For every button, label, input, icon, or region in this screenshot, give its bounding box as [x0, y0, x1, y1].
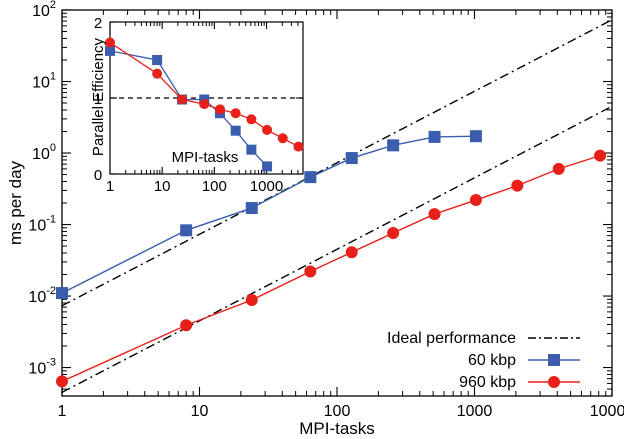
inset-y-tick-label: 2 — [94, 15, 102, 32]
data-point-circle — [304, 265, 317, 278]
data-point-circle — [387, 227, 400, 240]
data-point-circle — [594, 149, 607, 162]
inset-data-point-square — [105, 45, 115, 56]
data-point-circle — [180, 319, 193, 332]
legend-marker-circle — [548, 376, 560, 388]
inset-data-point-square — [262, 161, 273, 172]
inset-axis-ticks — [109, 21, 304, 175]
inset-data-point-square — [230, 125, 241, 136]
inset-data-point-square — [246, 144, 257, 155]
inset-x-tick-label: 10 — [154, 178, 171, 195]
main-series-group — [56, 19, 613, 393]
inset-series-group — [105, 37, 304, 172]
inset-series-line-circle — [109, 41, 299, 148]
inset-data-point-circle — [293, 141, 304, 152]
legend-label-960kbp: 960 kbp — [459, 374, 516, 391]
legend-label-ideal: Ideal performance — [387, 330, 516, 347]
inset-data-point-circle — [177, 94, 188, 105]
y-tick-label: 10-2 — [28, 285, 56, 306]
data-point-square — [56, 287, 68, 300]
y-tick-label: 101 — [32, 71, 56, 92]
data-point-square — [304, 171, 317, 184]
inset-data-point-circle — [246, 114, 257, 125]
data-point-circle — [245, 294, 258, 307]
inset-x-axis-title: MPI-tasks — [172, 149, 239, 166]
inset-data-point-circle — [199, 99, 210, 110]
y-tick-label: 10-3 — [28, 357, 56, 378]
inset-data-point-square — [152, 55, 163, 65]
data-point-circle — [345, 246, 358, 259]
inset-data-point-circle — [105, 37, 115, 48]
legend: Ideal performance 60 kbp 960 kbp — [387, 330, 580, 391]
inset-data-point-circle — [152, 68, 163, 79]
data-point-circle — [56, 375, 68, 388]
inset-data-point-circle — [277, 133, 288, 144]
data-point-circle — [511, 179, 524, 192]
data-point-square — [180, 224, 193, 237]
x-tick-label: 1000 — [457, 403, 493, 420]
inset-y-tick-label: 0 — [94, 167, 102, 184]
data-point-circle — [469, 194, 482, 207]
inset-data-point-circle — [214, 104, 225, 115]
y-axis-title: ms per day — [6, 160, 25, 245]
data-point-square — [469, 130, 482, 143]
x-tick-label: 1 — [58, 403, 67, 420]
data-point-circle — [552, 162, 565, 175]
data-point-square — [345, 152, 358, 165]
x-tick-label: 10 — [191, 403, 209, 420]
ideal-line-1 — [61, 105, 613, 393]
y-tick-label: 10-1 — [28, 214, 56, 235]
inset-data-point-circle — [262, 124, 273, 135]
inset-x-tick-label: 100 — [202, 178, 227, 195]
y-tick-label: 102 — [32, 0, 56, 20]
series-line-square — [61, 135, 476, 294]
inset-y-axis-title: Parallel Efficiency — [90, 37, 107, 156]
y-tick-label: 100 — [32, 142, 56, 163]
inset-y-tick-label: 1 — [94, 91, 102, 108]
inset-data-point-circle — [230, 108, 241, 119]
data-point-square — [245, 202, 258, 215]
main-axis-ticks — [61, 9, 613, 397]
data-point-circle — [428, 208, 441, 221]
legend-label-60kbp: 60 kbp — [468, 352, 516, 369]
data-point-square — [387, 139, 400, 152]
inset-x-tick-label: 1 — [106, 178, 114, 195]
x-axis-title: MPI-tasks — [299, 419, 375, 438]
x-tick-label: 100 — [324, 403, 351, 420]
legend-marker-square — [548, 354, 560, 366]
ideal-line-0 — [61, 19, 613, 307]
inset-x-tick-label: 1000 — [250, 178, 283, 195]
data-point-square — [428, 130, 441, 143]
